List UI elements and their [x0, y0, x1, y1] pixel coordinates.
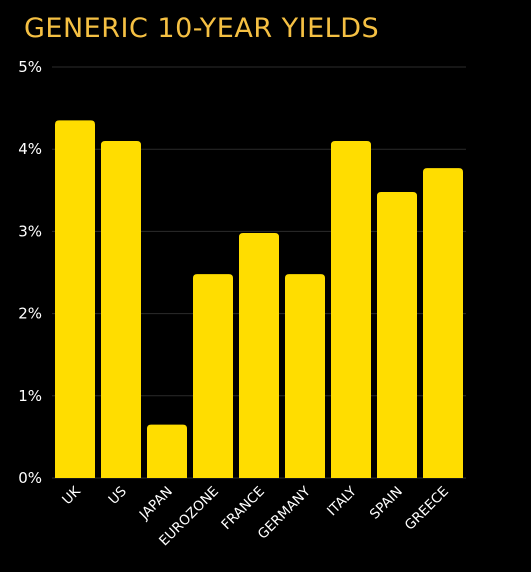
bar-uk [55, 120, 95, 479]
y-tick-label: 3% [18, 222, 42, 240]
y-axis-ticks: 0% 1% 2% 3% 4% 5% [18, 58, 42, 487]
x-tick-label: GREECE [402, 484, 452, 534]
x-tick-label: SPAIN [367, 484, 406, 523]
bar-greece [423, 168, 463, 478]
bar-france [239, 233, 279, 478]
bar-eurozone [193, 274, 233, 478]
bars [55, 120, 463, 479]
chart-title: GENERIC 10-YEAR YIELDS [24, 13, 380, 44]
x-tick-label: US [105, 484, 129, 508]
x-tick-label: ITALY [324, 483, 360, 519]
bar-germany [285, 274, 325, 478]
bar-spain [377, 191, 417, 478]
bar-us [101, 140, 141, 479]
x-tick-label: JAPAN [136, 484, 176, 524]
y-tick-label: 4% [18, 140, 42, 158]
y-tick-label: 2% [18, 305, 42, 323]
bar-italy [331, 140, 371, 479]
x-tick-label: UK [59, 483, 84, 508]
y-tick-label: 1% [18, 387, 42, 405]
bar-japan [147, 424, 187, 478]
y-tick-label: 5% [18, 58, 42, 76]
y-tick-label: 0% [18, 469, 42, 487]
